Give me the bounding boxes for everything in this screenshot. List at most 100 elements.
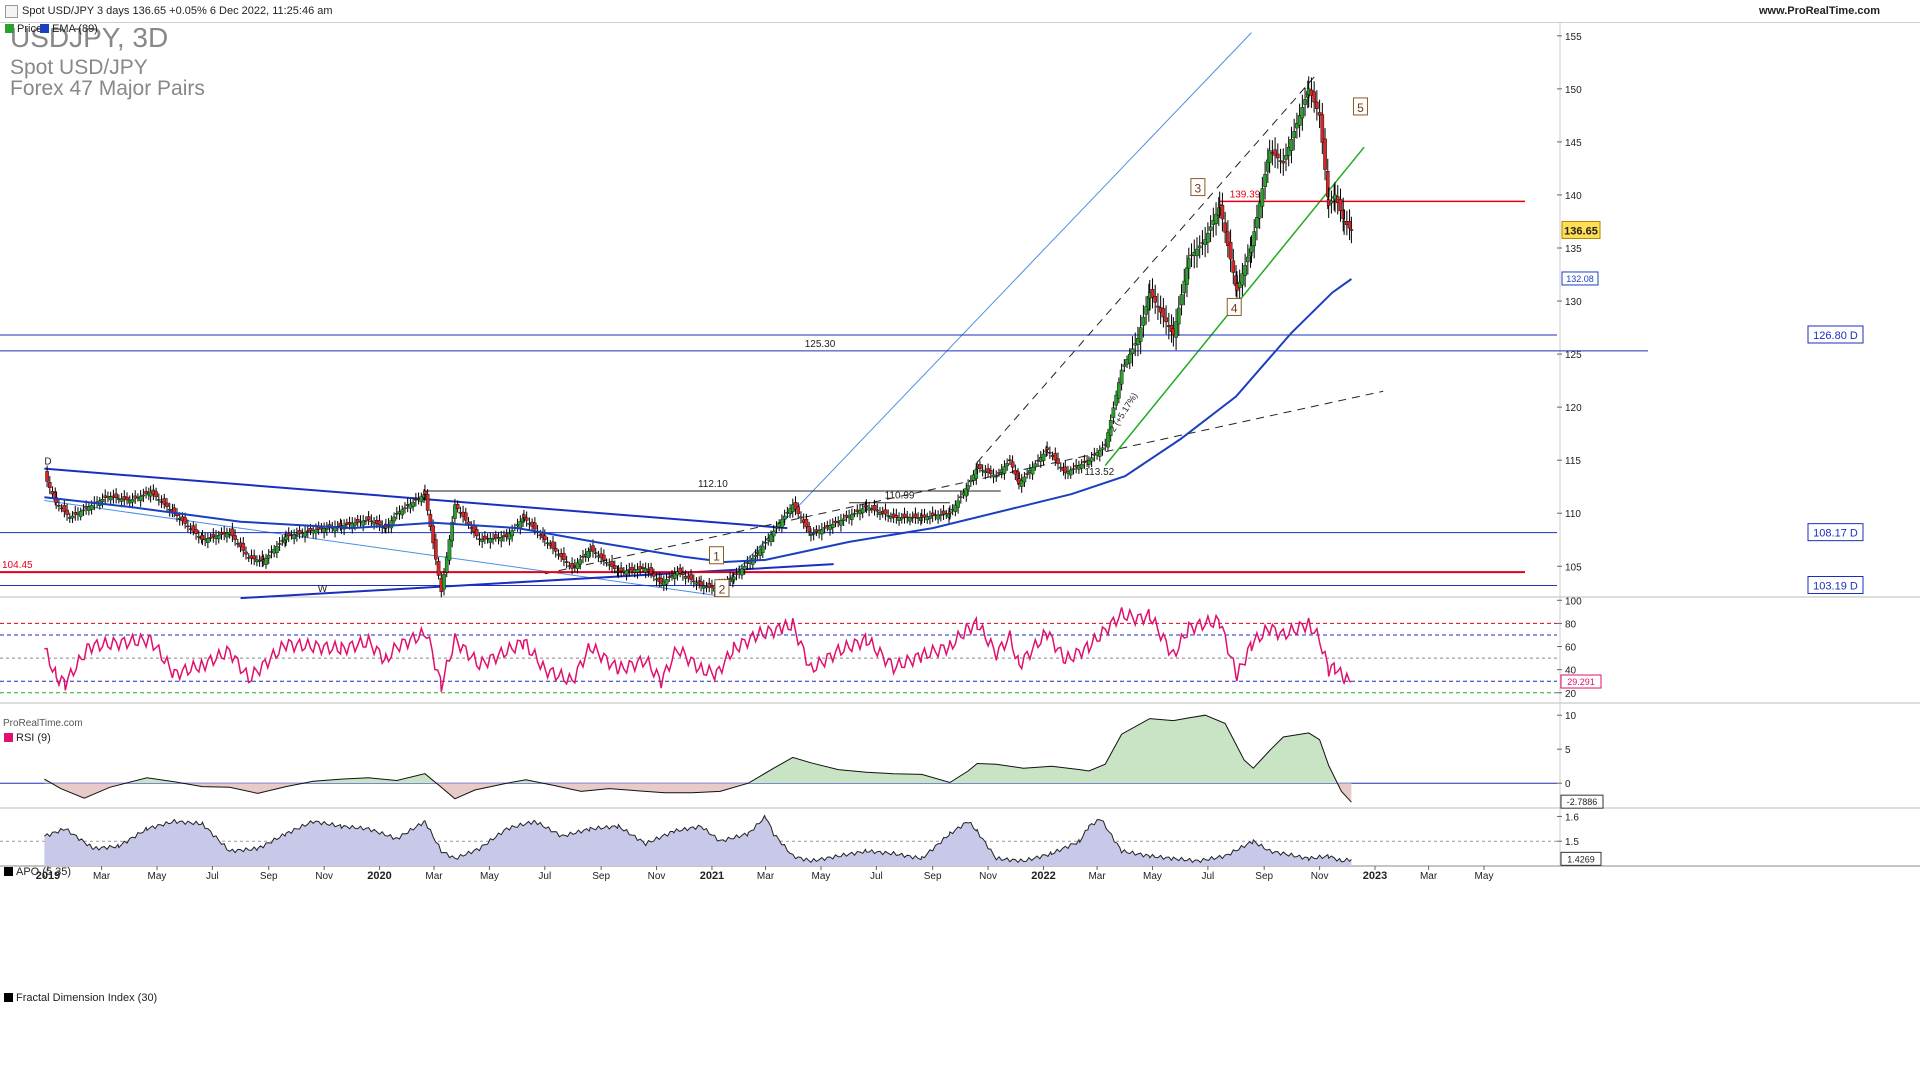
- candle[interactable]: [1226, 231, 1230, 246]
- candle[interactable]: [1206, 232, 1210, 243]
- candle[interactable]: [48, 482, 52, 488]
- candle[interactable]: [493, 534, 498, 539]
- candle[interactable]: [1174, 321, 1178, 338]
- candle[interactable]: [411, 501, 415, 507]
- ema-legend[interactable]: EMA (89): [40, 23, 98, 35]
- candle[interactable]: [899, 517, 904, 520]
- candle[interactable]: [604, 562, 609, 564]
- candle[interactable]: [543, 535, 547, 540]
- candle[interactable]: [974, 469, 979, 479]
- candle[interactable]: [780, 519, 784, 528]
- candle[interactable]: [455, 504, 460, 509]
- candle[interactable]: [45, 471, 49, 482]
- candle[interactable]: [1044, 450, 1049, 453]
- candle[interactable]: [1231, 260, 1236, 273]
- downtrend-line-lower[interactable]: [44, 500, 721, 597]
- candle[interactable]: [578, 559, 583, 565]
- candle[interactable]: [483, 535, 487, 540]
- apo-value-tag[interactable]: [1560, 794, 1604, 809]
- candle[interactable]: [969, 480, 973, 483]
- candle[interactable]: [431, 525, 435, 544]
- candle[interactable]: [1267, 150, 1272, 163]
- candle[interactable]: [936, 514, 940, 520]
- candle[interactable]: [804, 518, 809, 528]
- apo-line[interactable]: [44, 714, 1352, 803]
- candle[interactable]: [809, 534, 813, 536]
- candle[interactable]: [928, 516, 932, 519]
- candle[interactable]: [1257, 202, 1262, 219]
- candle[interactable]: [575, 562, 580, 569]
- candle[interactable]: [672, 573, 677, 579]
- candle[interactable]: [667, 576, 672, 578]
- candle[interactable]: [130, 499, 135, 503]
- instrument-icon[interactable]: [5, 5, 18, 18]
- candle[interactable]: [284, 536, 288, 541]
- candle[interactable]: [1297, 115, 1302, 126]
- candle[interactable]: [1068, 469, 1073, 476]
- candle[interactable]: [70, 515, 75, 519]
- candle[interactable]: [930, 512, 935, 517]
- candle[interactable]: [474, 529, 479, 537]
- candle[interactable]: [414, 498, 418, 501]
- candle[interactable]: [369, 520, 374, 522]
- candle[interactable]: [771, 530, 776, 537]
- candle[interactable]: [1164, 317, 1168, 323]
- candle[interactable]: [852, 512, 857, 515]
- candle[interactable]: [154, 491, 158, 498]
- candle[interactable]: [689, 574, 693, 580]
- candle[interactable]: [305, 530, 310, 533]
- candle[interactable]: [1179, 294, 1184, 306]
- candle[interactable]: [902, 513, 907, 518]
- candle[interactable]: [1303, 99, 1307, 105]
- candles[interactable]: [45, 76, 1354, 598]
- candle[interactable]: [62, 505, 67, 512]
- candle[interactable]: [233, 535, 237, 540]
- candle[interactable]: [1341, 209, 1346, 220]
- candle[interactable]: [355, 519, 360, 523]
- fdi-pane[interactable]: 1.6 1.5 1.4269: [0, 812, 1602, 866]
- candle[interactable]: [524, 517, 529, 521]
- fdi-legend[interactable]: Fractal Dimension Index (30): [4, 992, 157, 1004]
- candle[interactable]: [125, 496, 129, 501]
- candle[interactable]: [1197, 245, 1202, 249]
- candle[interactable]: [108, 496, 113, 501]
- candle[interactable]: [1010, 461, 1015, 468]
- candle[interactable]: [602, 554, 606, 561]
- candle[interactable]: [1114, 394, 1118, 406]
- candle[interactable]: [114, 493, 118, 499]
- candle[interactable]: [347, 522, 352, 525]
- candle[interactable]: [908, 517, 912, 522]
- candle[interactable]: [1243, 265, 1247, 276]
- candle[interactable]: [208, 537, 213, 539]
- candle[interactable]: [65, 509, 69, 515]
- candle[interactable]: [959, 496, 963, 498]
- candle[interactable]: [742, 565, 747, 570]
- candle[interactable]: [1111, 407, 1116, 418]
- candle[interactable]: [978, 464, 982, 470]
- candle[interactable]: [1249, 245, 1254, 253]
- last-price-tag[interactable]: [1561, 220, 1601, 239]
- candle[interactable]: [1122, 364, 1127, 367]
- candle[interactable]: [941, 510, 946, 515]
- candle[interactable]: [1156, 305, 1160, 308]
- apo-pane[interactable]: 0 5 10 -2.7886: [0, 711, 1604, 809]
- candle[interactable]: [1228, 241, 1233, 260]
- rsi-legend[interactable]: RSI (9): [4, 732, 51, 744]
- candle[interactable]: [860, 508, 865, 514]
- candle[interactable]: [206, 538, 210, 543]
- candle[interactable]: [422, 494, 426, 498]
- candle[interactable]: [774, 527, 779, 529]
- candle[interactable]: [165, 502, 169, 507]
- candle[interactable]: [319, 527, 324, 530]
- candle[interactable]: [740, 568, 744, 576]
- candle[interactable]: [551, 541, 555, 549]
- apo-legend[interactable]: APO (5 35): [4, 866, 71, 878]
- candle[interactable]: [244, 551, 248, 555]
- candle[interactable]: [624, 570, 629, 575]
- candle[interactable]: [1220, 204, 1225, 220]
- candle[interactable]: [1106, 432, 1110, 448]
- candle[interactable]: [436, 560, 441, 576]
- candle[interactable]: [292, 534, 296, 540]
- candle[interactable]: [510, 530, 514, 537]
- candle[interactable]: [81, 509, 86, 512]
